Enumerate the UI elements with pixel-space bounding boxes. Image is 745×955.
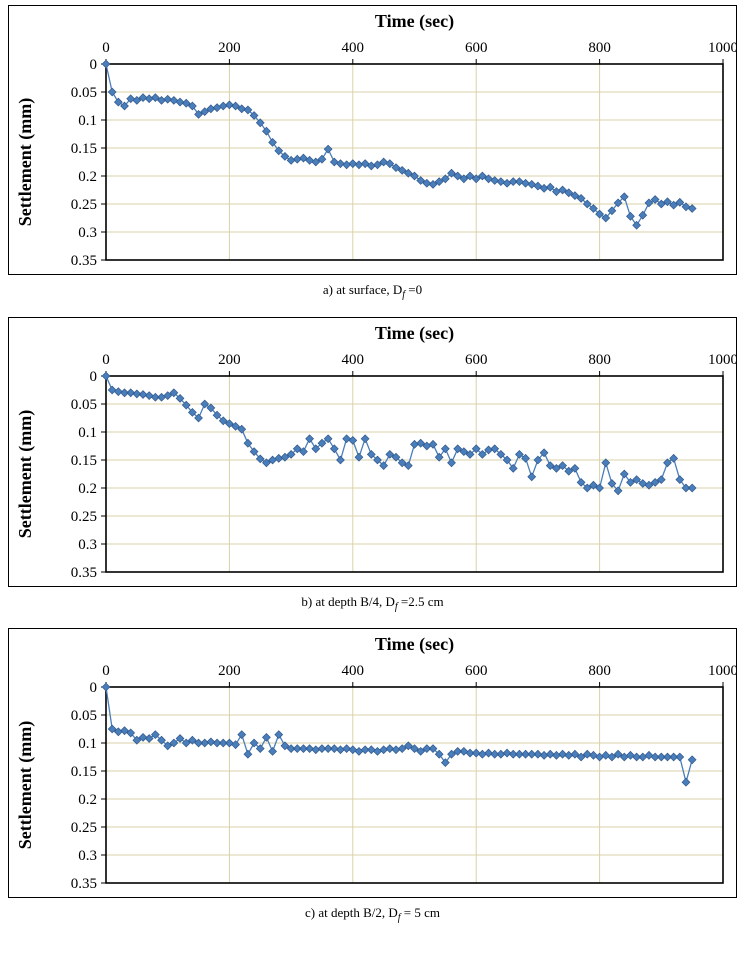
series-line [105, 63, 693, 226]
y-tick-label: 0.05 [71, 85, 97, 101]
x-tick-label: 1000 [708, 40, 736, 56]
x-tick-label: 1000 [708, 663, 736, 679]
x-tick-label: 0 [102, 663, 110, 679]
series-markers [101, 682, 697, 787]
y-tick-label: 0.2 [78, 481, 97, 497]
chart-block-a: Time (sec) 0 200 400 600 800 1000 0 0.05 0.1 0.15 0… [8, 5, 737, 313]
caption-text: c) at depth B/2, D [304, 905, 398, 921]
chart-title: Time (sec) [375, 11, 454, 32]
series-markers [101, 371, 697, 495]
caption-subscript: f [402, 289, 406, 301]
chart-a-canvas: Time (sec) 0 200 400 600 800 1000 0 0.05 0.1 0.15 0… [9, 6, 736, 274]
x-tick-label: 800 [588, 40, 611, 56]
chart-block-b: Time (sec) 0 200 400 600 800 1000 0 0.05 0.1 0.15 0… [8, 316, 737, 625]
chart-caption-c: c) at depth B/2, Df = 5 cm [8, 898, 737, 936]
x-tick-label: 200 [218, 663, 241, 679]
chart-caption-b: b) at depth B/4, Df =2.5 cm [8, 587, 737, 625]
x-tick-label: 200 [218, 352, 241, 368]
x-tick-label: 600 [465, 40, 488, 56]
caption-text: a) at surface, D [322, 282, 403, 297]
series-line [105, 375, 693, 492]
caption-subscript: f [394, 601, 398, 613]
x-tick-label: 600 [465, 352, 488, 368]
y-tick-label: 0.35 [71, 876, 97, 892]
y-tick-label: 0.35 [71, 565, 97, 581]
settlement-chart-c: Time (sec) 0 200 400 600 800 1000 0 0.05 0.1 0.15 0… [8, 628, 737, 899]
y-tick-label: 0.05 [71, 708, 97, 724]
y-tick-label: 0 [90, 369, 98, 385]
plot-border [105, 63, 724, 261]
caption-text: =2.5 cm [397, 593, 444, 609]
y-axis-title: Settlement (mm) [15, 98, 36, 226]
x-tick-label: 800 [588, 663, 611, 679]
y-tick-label: 0.15 [71, 141, 97, 157]
y-tick-label: 0.15 [71, 453, 97, 469]
y-tick-label: 0.15 [71, 764, 97, 780]
chart-svg: Time (sec) 0 200 400 600 800 1000 0 0.05 0.1 0.15 0… [15, 323, 736, 581]
x-tick-label: 800 [588, 352, 611, 368]
chart-c-canvas: Time (sec) 0 200 400 600 800 1000 0 0.05 0.1 0.15 0… [9, 629, 736, 897]
chart-svg: Time (sec) 0 200 400 600 800 1000 0 0.05 0.1 0.15 0… [15, 11, 736, 269]
y-tick-label: 0.2 [78, 169, 97, 185]
chart-svg: Time (sec) 0 200 400 600 800 1000 0 0.05 0.1 0.15 0… [15, 634, 736, 892]
y-tick-label: 0 [90, 57, 98, 73]
series-markers [101, 59, 697, 230]
x-tick-label: 0 [102, 352, 110, 368]
x-tick-label: 400 [342, 352, 365, 368]
x-tick-label: 200 [218, 40, 241, 56]
chart-b-canvas: Time (sec) 0 200 400 600 800 1000 0 0.05 0.1 0.15 0… [9, 318, 736, 586]
caption-text: =0 [405, 282, 423, 297]
x-tick-label: 400 [342, 40, 365, 56]
x-tick-label: 0 [102, 40, 110, 56]
chart-title: Time (sec) [375, 634, 454, 655]
series-line [105, 687, 693, 784]
y-axis-title: Settlement (mm) [15, 409, 36, 537]
y-axis-title: Settlement (mm) [15, 721, 36, 849]
y-tick-label: 0.25 [71, 820, 97, 836]
y-tick-label: 0.1 [78, 736, 97, 752]
chart-title: Time (sec) [375, 323, 454, 344]
plot-border [105, 686, 724, 884]
x-tick-label: 1000 [708, 352, 736, 368]
y-tick-label: 0.3 [78, 537, 97, 553]
x-tick-label: 600 [465, 663, 488, 679]
chart-block-c: Time (sec) 0 200 400 600 800 1000 0 0.05 0.1 0.15 0… [8, 628, 737, 936]
y-tick-label: 0.1 [78, 113, 97, 129]
y-tick-label: 0.05 [71, 397, 97, 413]
y-tick-label: 0.25 [71, 509, 97, 525]
y-tick-label: 0.25 [71, 197, 97, 213]
plot-border [105, 374, 724, 573]
caption-subscript: f [397, 912, 401, 924]
caption-text: b) at depth B/4, D [301, 593, 395, 609]
y-tick-label: 0.3 [78, 848, 97, 864]
y-tick-label: 0.1 [78, 425, 97, 441]
settlement-chart-a: Time (sec) 0 200 400 600 800 1000 0 0.05 0.1 0.15 0… [8, 5, 737, 275]
y-tick-label: 0.2 [78, 792, 97, 808]
y-tick-label: 0.35 [71, 253, 97, 269]
y-tick-label: 0.3 [78, 225, 97, 241]
y-tick-label: 0 [90, 680, 98, 696]
x-tick-label: 400 [342, 663, 365, 679]
chart-caption-a: a) at surface, Df =0 [8, 275, 737, 313]
caption-text: = 5 cm [400, 905, 441, 921]
settlement-chart-b: Time (sec) 0 200 400 600 800 1000 0 0.05 0.1 0.15 0… [8, 316, 737, 587]
